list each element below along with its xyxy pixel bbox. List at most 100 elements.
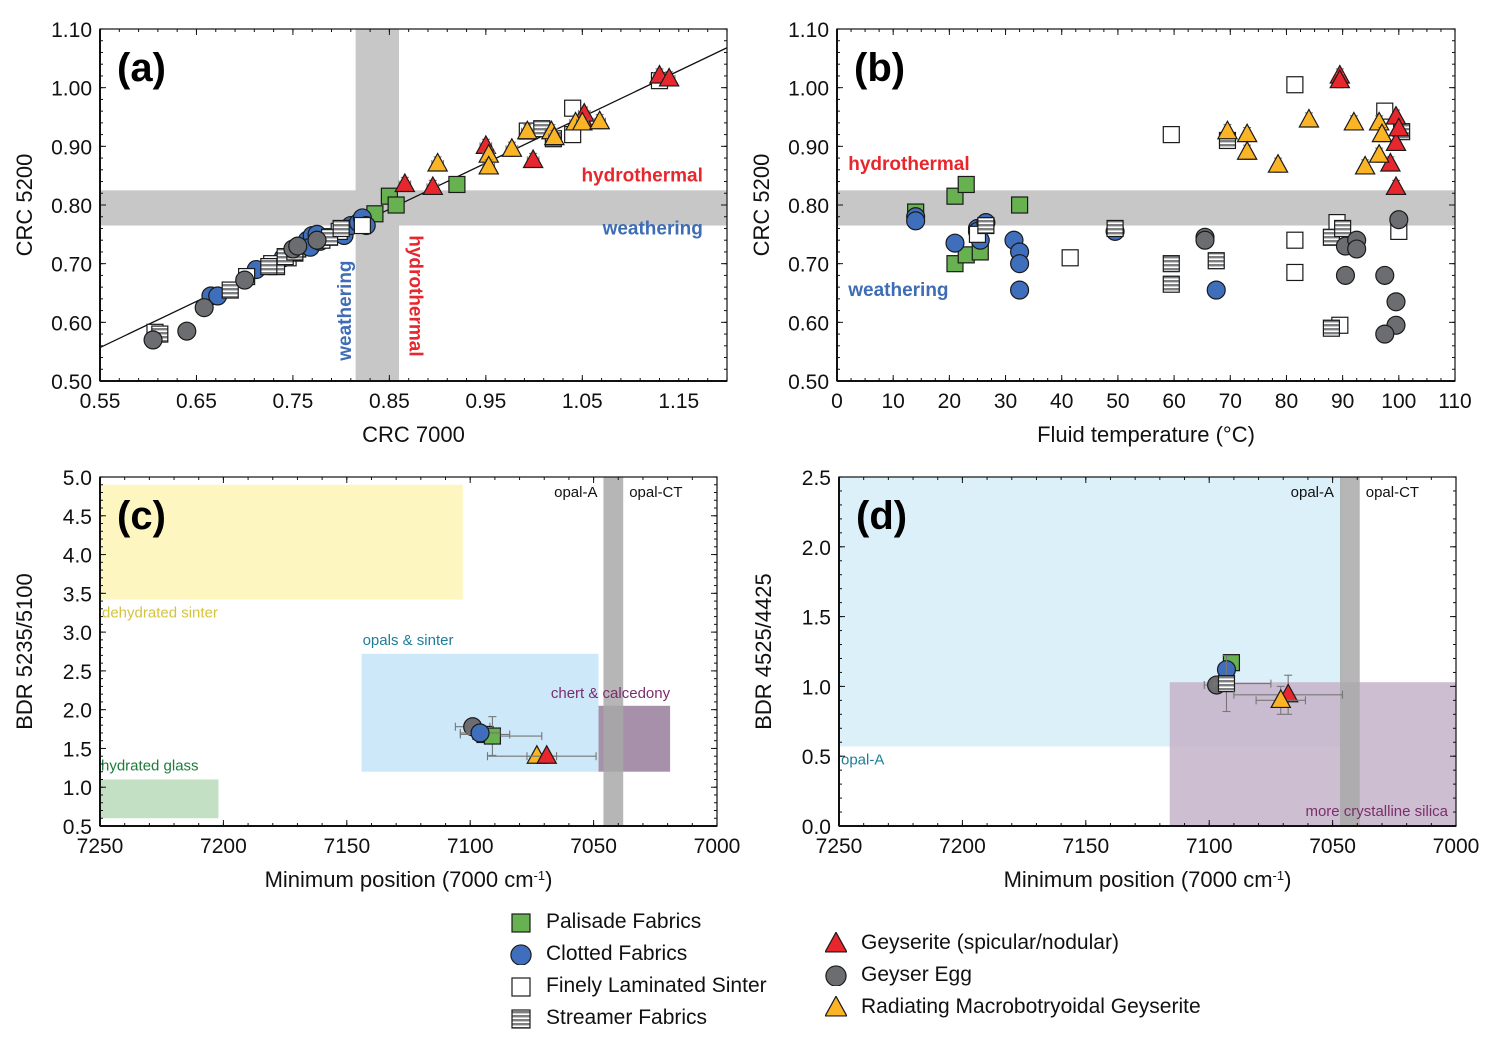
x-tick-label: 7250 [77,835,124,858]
y-tick-label: 1.0 [802,676,831,699]
point-radiating-macrobotryoidal-geyserite [427,152,449,172]
legend-marker-shape [511,1009,531,1029]
point-clotted-fabrics [470,723,490,743]
legend-label: Geyser Egg [861,963,972,986]
vertical-band [603,477,624,826]
point-streamer-fabrics [1322,319,1341,337]
x-axis-title-superscript: -1 [534,868,546,883]
region-label: hydrated glass [101,757,199,774]
legend-marker-triangle-icon [825,932,861,954]
y-tick-label: 0.50 [51,371,92,394]
vertical-band [1340,477,1360,826]
plot-area [839,477,1456,826]
legend-marker-svg [511,1009,531,1029]
x-tick-label: 0.85 [369,390,410,413]
x-tick-label: 0.75 [272,390,313,413]
legend-left: Palisade Fabrics Clotted Fabrics Finely … [510,906,767,1034]
point-streamer-fabrics [221,281,239,299]
region-more-crystalline-silica [1169,682,1456,826]
point-geyserite-spicular-nodular [536,744,558,764]
legend-marker-svg [510,944,532,965]
point-palisade-fabrics [387,196,405,214]
point-finely-laminated-sinter [1286,231,1304,249]
y-axis-title: CRC 5200 [12,154,37,257]
point-geyserite-spicular-nodular [1385,175,1407,196]
point-geyser-egg [194,298,214,318]
point-palisade-fabrics [448,175,466,194]
annotation-hydrothermal: hydrothermal [581,166,702,187]
legend-marker-shape [825,965,847,986]
legend-marker-striped-square-icon [510,1007,546,1029]
point-streamer-fabrics [1162,275,1180,293]
point-radiating-macrobotryoidal-geyserite [1216,120,1239,140]
point-geyserite-spicular-nodular [1329,68,1351,89]
point-palisade-fabrics [957,175,975,194]
x-tick-label: 50 [1106,390,1129,413]
point-streamer-fabrics [1334,219,1352,238]
x-tick-label: 0.65 [176,390,217,413]
y-tick-label: 2.0 [802,537,831,560]
point-geyser-egg [1386,292,1406,312]
point-radiating-macrobotryoidal-geyserite [501,137,523,157]
x-axis-title: Minimum position (7000 cm-1) [1004,867,1292,892]
y-tick-label: 0.5 [802,746,831,769]
point-clotted-fabrics [945,233,965,253]
legend-marker-svg [511,913,531,933]
legend-item: Geyserite (spicular/nodular) [825,927,1201,959]
x-tick-label: 40 [1050,390,1073,413]
point-geyserite-spicular-nodular [658,67,680,87]
point-clotted-fabrics [1206,280,1226,300]
legend-right: Geyserite (spicular/nodular) Geyser Egg … [825,927,1201,1023]
point-geyserite-spicular-nodular [1388,117,1410,137]
legend-label: Finely Laminated Sinter [546,974,767,997]
region-dehydrated-sinter [100,484,463,600]
x-tick-label: 60 [1162,390,1185,413]
legend-marker-square-icon [510,975,546,997]
x-tick-label: 7150 [1062,835,1109,858]
y-tick-label: 0.0 [802,816,831,839]
data-points [1203,654,1344,715]
x-tick-label: 7100 [447,835,494,858]
point-radiating-macrobotryoidal-geyserite [1270,688,1292,709]
point-palisade-fabrics [1010,196,1029,214]
panel-a: 0.55 0.65 0.75 0.85 0.95 1.05 1.15 0.50 0.60 0.70… [12,19,728,447]
point-radiating-macrobotryoidal-geyserite [1236,140,1258,160]
x-tick-label: 10 [882,390,905,413]
annotation-weathering: weathering [847,280,948,301]
y-tick-label: 1.0 [63,777,92,800]
point-radiating-macrobotryoidal-geyserite [589,110,611,130]
y-tick-label: 1.00 [788,78,829,101]
band-label-opal-ct: opal-CT [629,484,682,501]
point-streamer-fabrics [1106,219,1124,238]
x-tick-label: 7000 [694,835,741,858]
y-tick-label: 0.60 [788,312,829,335]
legend-marker-shape [510,944,532,965]
point-radiating-macrobotryoidal-geyserite [1236,122,1258,143]
y-tick-label: 0.90 [788,136,829,159]
region-label: opal-A [841,751,884,768]
point-geyser-egg [1389,210,1409,230]
legend-label: Palisade Fabrics [546,910,702,933]
legend-label: Geyserite (spicular/nodular) [861,931,1119,954]
legend-item: Radiating Macrobotryoidal Geyserite [825,991,1201,1023]
y-tick-label: 1.5 [802,607,831,630]
panel-label: (a) [117,46,166,90]
annotation-hydrothermal: hydrothermal [405,235,426,356]
point-streamer-fabrics [1207,252,1225,270]
point-streamer-fabrics [977,216,995,235]
legend-item: Geyser Egg [825,959,1201,991]
horizontal-band [837,190,1455,226]
point-radiating-macrobotryoidal-geyserite [1343,111,1365,131]
x-tick-label: 70 [1219,390,1242,413]
point-clotted-fabrics [1010,280,1030,300]
legend-item: Streamer Fabrics [510,1002,767,1034]
y-tick-label: 5.0 [63,467,92,490]
legend-marker-svg [825,996,847,1017]
x-axis-title: Fluid temperature (°C) [1037,422,1255,447]
region-label: more crystalline silica [1305,803,1448,820]
x-tick-label: 0 [831,390,843,413]
band-label-opal-a: opal-A [554,484,597,501]
point-radiating-macrobotryoidal-geyserite [1354,155,1376,175]
x-axis-title-superscript: -1 [1273,868,1285,883]
x-tick-label: 20 [938,390,961,413]
